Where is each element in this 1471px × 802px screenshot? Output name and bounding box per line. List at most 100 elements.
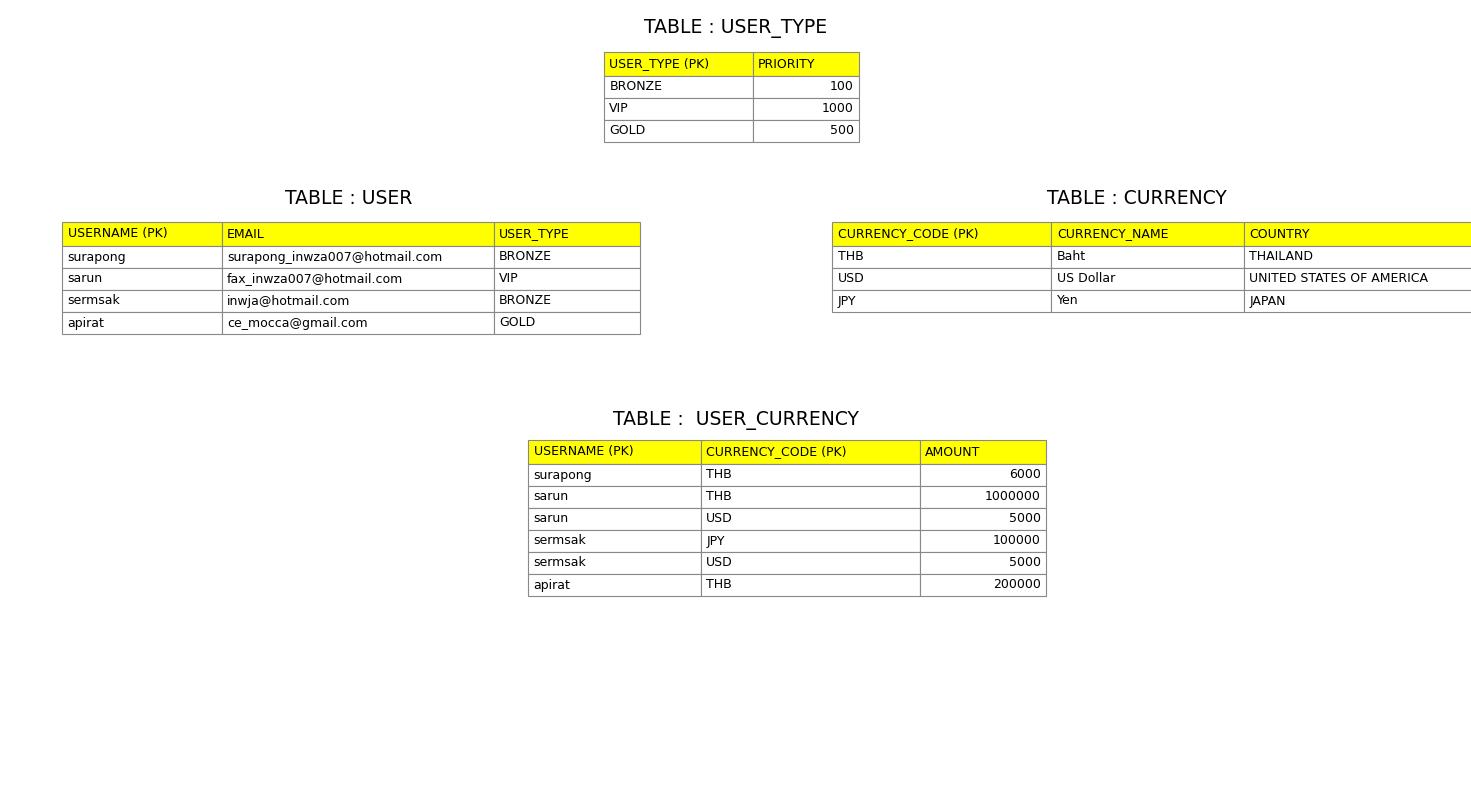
Bar: [702, 464, 919, 486]
Bar: [528, 530, 702, 552]
Text: VIP: VIP: [609, 103, 630, 115]
Text: THB: THB: [706, 491, 733, 504]
Text: sarun: sarun: [68, 273, 103, 286]
Bar: [528, 552, 702, 574]
Text: sarun: sarun: [534, 512, 569, 525]
Bar: [833, 290, 1052, 312]
Text: THB: THB: [837, 250, 863, 264]
Bar: [702, 440, 919, 464]
Text: COUNTRY: COUNTRY: [1249, 228, 1309, 241]
Text: VIP: VIP: [499, 273, 519, 286]
Text: 5000: 5000: [1009, 512, 1041, 525]
Text: Baht: Baht: [1056, 250, 1086, 264]
Text: THAILAND: THAILAND: [1249, 250, 1314, 264]
Text: THB: THB: [706, 578, 733, 592]
Bar: [753, 52, 859, 76]
Bar: [753, 98, 859, 120]
Text: apirat: apirat: [534, 578, 571, 592]
Bar: [494, 222, 640, 246]
Bar: [528, 464, 702, 486]
Bar: [528, 508, 702, 530]
Bar: [702, 508, 919, 530]
Bar: [605, 52, 753, 76]
Text: USER_TYPE: USER_TYPE: [499, 228, 569, 241]
Text: sermsak: sermsak: [534, 534, 587, 548]
Bar: [494, 290, 640, 312]
Text: 100: 100: [830, 80, 853, 94]
Text: surapong: surapong: [534, 468, 593, 481]
Bar: [62, 268, 222, 290]
Text: PRIORITY: PRIORITY: [758, 58, 815, 71]
Text: US Dollar: US Dollar: [1056, 273, 1115, 286]
Bar: [1244, 290, 1471, 312]
Bar: [62, 290, 222, 312]
Text: CURRENCY_CODE (PK): CURRENCY_CODE (PK): [706, 445, 847, 459]
Bar: [919, 486, 1046, 508]
Text: CURRENCY_CODE (PK): CURRENCY_CODE (PK): [837, 228, 978, 241]
Bar: [919, 530, 1046, 552]
Bar: [833, 246, 1052, 268]
Text: apirat: apirat: [68, 317, 104, 330]
Text: GOLD: GOLD: [499, 317, 535, 330]
Bar: [919, 464, 1046, 486]
Text: surapong: surapong: [68, 250, 127, 264]
Text: UNITED STATES OF AMERICA: UNITED STATES OF AMERICA: [1249, 273, 1428, 286]
Bar: [753, 120, 859, 142]
Bar: [833, 222, 1052, 246]
Text: THB: THB: [706, 468, 733, 481]
Bar: [62, 312, 222, 334]
Text: 200000: 200000: [993, 578, 1041, 592]
Text: sermsak: sermsak: [68, 294, 121, 307]
Bar: [919, 574, 1046, 596]
Text: GOLD: GOLD: [609, 124, 646, 137]
Bar: [222, 222, 494, 246]
Bar: [605, 98, 753, 120]
Bar: [919, 440, 1046, 464]
Text: sermsak: sermsak: [534, 557, 587, 569]
Bar: [1244, 222, 1471, 246]
Bar: [919, 552, 1046, 574]
Bar: [833, 268, 1052, 290]
Bar: [494, 312, 640, 334]
Bar: [222, 290, 494, 312]
Bar: [494, 268, 640, 290]
Bar: [1052, 222, 1244, 246]
Bar: [1052, 290, 1244, 312]
Text: 6000: 6000: [1009, 468, 1041, 481]
Bar: [702, 530, 919, 552]
Text: 1000000: 1000000: [986, 491, 1041, 504]
Text: TABLE : USER: TABLE : USER: [285, 188, 413, 208]
Bar: [62, 246, 222, 268]
Text: JAPAN: JAPAN: [1249, 294, 1286, 307]
Bar: [605, 76, 753, 98]
Bar: [528, 574, 702, 596]
Bar: [1244, 268, 1471, 290]
Bar: [222, 312, 494, 334]
Text: USERNAME (PK): USERNAME (PK): [68, 228, 168, 241]
Text: USD: USD: [706, 512, 733, 525]
Text: 5000: 5000: [1009, 557, 1041, 569]
Bar: [62, 222, 222, 246]
Bar: [753, 76, 859, 98]
Text: TABLE :  USER_CURRENCY: TABLE : USER_CURRENCY: [612, 411, 859, 430]
Text: BRONZE: BRONZE: [499, 294, 552, 307]
Text: USD: USD: [706, 557, 733, 569]
Text: 1000: 1000: [822, 103, 853, 115]
Bar: [1052, 246, 1244, 268]
Text: Yen: Yen: [1056, 294, 1078, 307]
Text: JPY: JPY: [706, 534, 725, 548]
Text: TABLE : USER_TYPE: TABLE : USER_TYPE: [644, 18, 827, 38]
Bar: [702, 552, 919, 574]
Bar: [222, 268, 494, 290]
Text: EMAIL: EMAIL: [227, 228, 265, 241]
Text: USER_TYPE (PK): USER_TYPE (PK): [609, 58, 709, 71]
Bar: [1052, 268, 1244, 290]
Text: ce_mocca@gmail.com: ce_mocca@gmail.com: [227, 317, 368, 330]
Text: USD: USD: [837, 273, 865, 286]
Bar: [528, 486, 702, 508]
Text: BRONZE: BRONZE: [499, 250, 552, 264]
Bar: [605, 120, 753, 142]
Text: CURRENCY_NAME: CURRENCY_NAME: [1056, 228, 1168, 241]
Bar: [702, 574, 919, 596]
Text: inwja@hotmail.com: inwja@hotmail.com: [227, 294, 350, 307]
